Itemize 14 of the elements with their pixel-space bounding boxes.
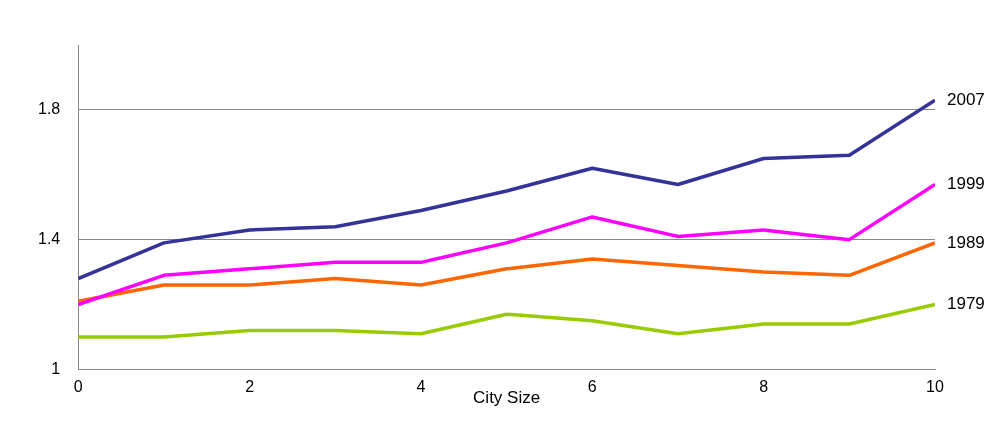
x-tick-label: 2 [245,378,255,396]
series-label: 1989 [947,232,985,252]
series-label: 1979 [947,294,985,314]
x-tick-label: 6 [587,378,597,396]
x-tick-label: 4 [416,378,426,396]
x-tick-label: 8 [759,378,769,396]
y-tick-label: 1.8 [37,100,61,118]
series-label: 2007 [947,89,985,109]
series-label: 1999 [947,174,985,194]
x-tick-label: 10 [926,378,944,396]
x-axis-title: City Size [473,388,541,408]
x-tick-label: 0 [73,378,83,396]
y-tick-label: 1 [51,359,61,377]
y-tick-label: 1.4 [37,230,61,248]
